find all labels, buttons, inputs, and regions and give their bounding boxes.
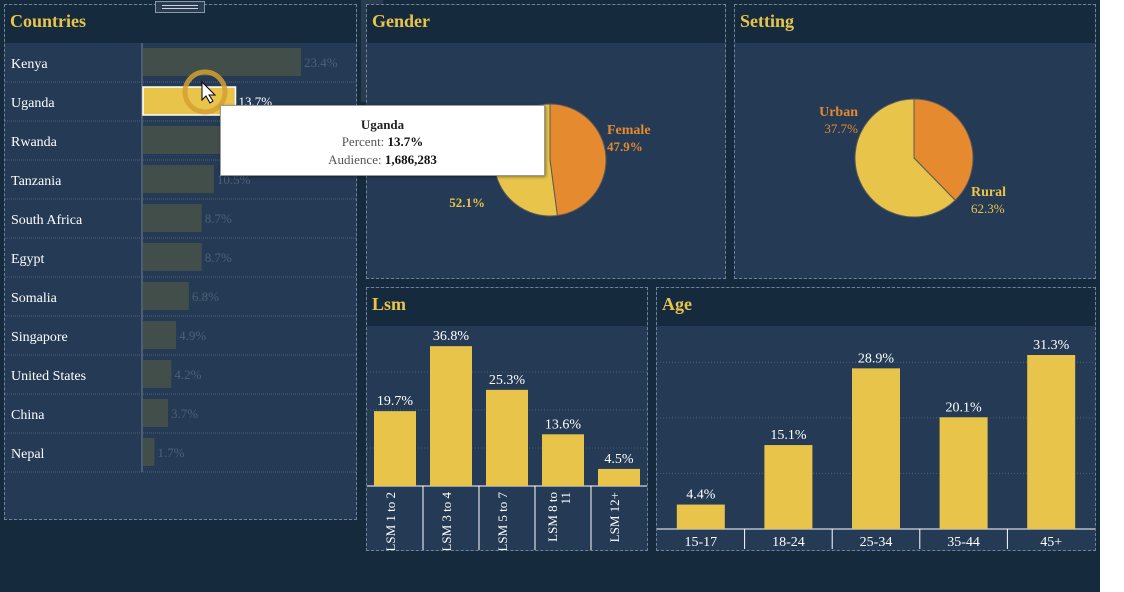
pie-value-label: 47.9% — [607, 139, 643, 154]
x-tick-label: LSM 1 to 2 — [383, 492, 398, 550]
bar[interactable] — [542, 434, 584, 486]
click-ring — [182, 69, 228, 115]
bar-value-label: 19.7% — [377, 394, 414, 409]
country-bar[interactable] — [143, 438, 155, 466]
country-label[interactable]: Somalia — [11, 291, 58, 306]
countries-title: Countries — [10, 11, 86, 31]
country-bar[interactable] — [143, 399, 168, 427]
bar[interactable] — [374, 411, 416, 486]
setting-title: Setting — [740, 11, 794, 31]
lsm-panel: Lsm 19.7% LSM 1 to 2 36.8% LSM 3 to 4 25.3% L… — [366, 287, 648, 551]
x-tick-label: LSM 3 to 4 — [439, 492, 454, 550]
bar-value-label: 20.1% — [946, 400, 983, 415]
country-label[interactable]: Tanzania — [11, 174, 62, 189]
tooltip-audience-row: Audience: 1,686,283 — [221, 152, 544, 168]
x-tick-label: LSM 5 to 7 — [495, 492, 510, 550]
x-tick-label: 15-17 — [684, 535, 717, 550]
setting-header: Setting — [735, 5, 1095, 43]
pie-category-label: Female — [607, 123, 651, 138]
tooltip: Uganda Percent: 13.7% Audience: 1,686,28… — [220, 105, 545, 176]
country-value-label: 8.7% — [205, 250, 232, 265]
gender-title: Gender — [372, 11, 430, 31]
country-value-label: 4.9% — [179, 328, 206, 343]
setting-panel: Setting Urban 37.7% Rural 62.3% — [734, 4, 1096, 279]
country-label[interactable]: Kenya — [11, 57, 48, 72]
bar[interactable] — [852, 368, 900, 529]
country-label[interactable]: United States — [11, 369, 86, 384]
country-label[interactable]: Rwanda — [11, 135, 58, 150]
country-value-label: 4.2% — [174, 367, 201, 382]
tooltip-title: Uganda — [360, 117, 405, 132]
tooltip-percent-label: Percent: — [341, 134, 385, 149]
lsm-title: Lsm — [372, 294, 407, 314]
tooltip-audience-label: Audience: — [328, 152, 382, 167]
country-bar[interactable] — [143, 126, 223, 154]
country-value-label: 23.4% — [304, 55, 338, 70]
age-title: Age — [662, 294, 692, 314]
country-label[interactable]: Egypt — [11, 252, 45, 267]
bar[interactable] — [486, 389, 528, 486]
country-label[interactable]: Singapore — [11, 330, 68, 345]
drag-handle[interactable] — [155, 1, 205, 13]
x-tick-label: 18-24 — [772, 535, 805, 550]
country-value-label: 3.7% — [171, 406, 198, 421]
country-bar[interactable] — [143, 282, 189, 310]
bar-value-label: 4.4% — [686, 488, 716, 503]
x-tick-label: 11 — [558, 492, 573, 505]
country-bar[interactable] — [143, 243, 202, 271]
country-label[interactable]: Nepal — [11, 447, 45, 462]
bar[interactable] — [764, 445, 813, 529]
x-tick-label: 25-34 — [860, 535, 893, 550]
country-label[interactable]: Uganda — [11, 96, 55, 111]
bar-value-label: 4.5% — [604, 452, 634, 467]
lsm-header: Lsm — [367, 288, 647, 326]
pie-slice[interactable] — [913, 98, 974, 201]
countries-panel: Countries Kenya 23.4% Uganda 13.7% Rwanda Tan… — [4, 4, 357, 520]
bar-value-label: 13.6% — [545, 417, 582, 432]
bar-value-label: 25.3% — [489, 373, 526, 388]
x-tick-label: LSM 12+ — [607, 492, 622, 542]
country-bar[interactable] — [143, 321, 177, 349]
bar-value-label: 15.1% — [770, 428, 807, 443]
x-tick-label: LSM 8 to — [545, 492, 560, 542]
country-bar[interactable] — [143, 360, 172, 388]
bar-value-label: 28.9% — [858, 351, 895, 366]
pie-slice[interactable] — [854, 98, 956, 218]
country-value-label: 1.7% — [157, 445, 184, 460]
pie-category-label: Urban — [819, 105, 858, 120]
bar-value-label: 31.3% — [1033, 338, 1070, 353]
pie-value-label: 37.7% — [824, 121, 858, 136]
tooltip-percent-value: 13.7% — [387, 134, 424, 149]
bar[interactable] — [1027, 355, 1076, 529]
country-label[interactable]: China — [11, 408, 45, 423]
country-bar[interactable] — [143, 204, 202, 232]
pie-value-label: 62.3% — [971, 201, 1005, 216]
gender-header: Gender — [367, 5, 725, 43]
hand-cursor-icon — [201, 80, 217, 104]
tooltip-audience-value: 1,686,283 — [384, 152, 437, 167]
country-label[interactable]: South Africa — [11, 213, 83, 228]
pie-category-label: Rural — [971, 185, 1006, 200]
tooltip-percent-row: Percent: 13.7% — [221, 134, 544, 150]
age-header: Age — [657, 288, 1095, 326]
bar[interactable] — [430, 346, 472, 486]
x-tick-label: 45+ — [1040, 535, 1062, 550]
country-value-label: 8.7% — [205, 211, 232, 226]
pie-slice[interactable] — [549, 103, 607, 217]
pie-value-label: 52.1% — [449, 195, 485, 210]
lsm-bar-chart[interactable]: 19.7% LSM 1 to 2 36.8% LSM 3 to 4 25.3% LSM 5… — [367, 326, 647, 550]
country-bar[interactable] — [143, 48, 301, 76]
bar[interactable] — [676, 504, 725, 529]
country-bar[interactable] — [143, 165, 214, 193]
bar-value-label: 36.8% — [433, 329, 470, 344]
bar[interactable] — [939, 417, 988, 529]
bar[interactable] — [598, 468, 640, 486]
x-tick-label: 35-44 — [947, 535, 980, 550]
age-bar-chart[interactable]: 4.4% 15-17 15.1% 18-24 28.9% 25-34 20.1% 35-44 3… — [657, 326, 1095, 550]
age-panel: Age 4.4% 15-17 15.1% 18-24 28.9% 25-34 20.1% 35… — [656, 287, 1096, 551]
window-edge — [1100, 0, 1124, 592]
country-value-label: 6.8% — [192, 289, 219, 304]
